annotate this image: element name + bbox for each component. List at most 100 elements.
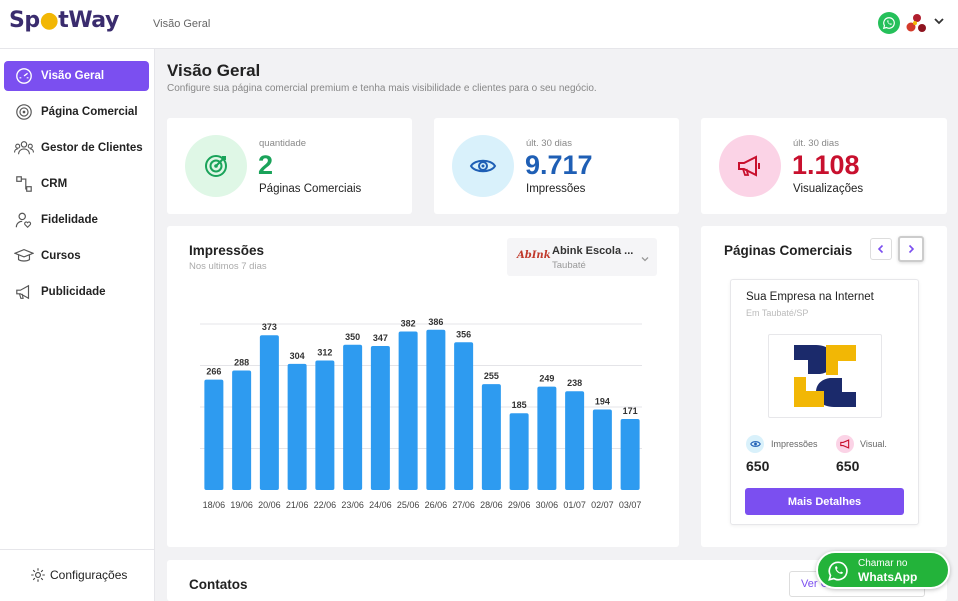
chart-bar[interactable] <box>287 363 307 490</box>
business-logo: AbInk <box>517 250 551 261</box>
business-name: Sua Empresa na Internet <box>746 291 874 303</box>
sidebar-item-cursos[interactable]: Cursos <box>4 241 149 271</box>
top-bar: Sp●tWay Visão Geral <box>0 0 958 49</box>
data-label: 382 <box>401 318 416 328</box>
whatsapp-icon[interactable] <box>878 12 900 34</box>
settings-link[interactable]: Configurações <box>30 567 127 583</box>
users-icon <box>14 138 34 158</box>
chart-bar[interactable] <box>509 413 529 490</box>
data-label: 255 <box>484 371 499 381</box>
eye-icon <box>452 135 514 197</box>
chart-bar[interactable] <box>232 370 252 490</box>
stat-caption: últ. 30 dias <box>526 138 572 149</box>
pages-panel-title: Páginas Comerciais <box>724 243 853 258</box>
sidebar-item-label: Gestor de Clientes <box>41 142 143 154</box>
megaphone-icon <box>14 282 34 302</box>
megaphone-icon <box>719 135 781 197</box>
gauge-icon <box>14 66 34 86</box>
chevron-down-icon[interactable] <box>933 14 945 32</box>
chart-bar[interactable] <box>398 331 418 490</box>
pages-panel: Páginas Comerciais Sua Empresa na Intern… <box>701 226 947 547</box>
chart-bar[interactable] <box>259 335 279 490</box>
whatsapp-float-button[interactable]: Chamar no WhatsApp <box>816 551 950 589</box>
select-value: Abink Escola ... <box>552 245 634 257</box>
sidebar-footer: Configurações <box>0 549 155 601</box>
chart-bar[interactable] <box>426 329 446 490</box>
stat-label: Páginas Comerciais <box>259 183 362 195</box>
business-city: Em Taubaté/SP <box>746 308 809 318</box>
more-details-button[interactable]: Mais Detalhes <box>745 488 904 515</box>
carousel-next-button[interactable] <box>898 236 924 262</box>
sidebar-item-visao-geral[interactable]: Visão Geral <box>4 61 149 91</box>
sidebar-item-label: Visão Geral <box>41 70 105 82</box>
settings-label: Configurações <box>50 568 128 582</box>
data-label: 312 <box>317 348 332 358</box>
whatsapp-line2: WhatsApp <box>858 570 918 584</box>
data-label: 350 <box>345 332 360 342</box>
x-tick-label: 02/07 <box>591 500 614 510</box>
data-label: 356 <box>456 329 471 339</box>
sidebar-item-pagina-comercial[interactable]: Página Comercial <box>4 97 149 127</box>
chart-bar[interactable] <box>565 391 585 490</box>
sidebar-item-publicidade[interactable]: Publicidade <box>4 277 149 307</box>
x-tick-label: 24/06 <box>369 500 392 510</box>
chart-bar[interactable] <box>343 344 363 490</box>
data-label: 185 <box>512 400 527 410</box>
whatsapp-line1: Chamar no <box>858 558 908 569</box>
data-label: 266 <box>206 367 221 377</box>
x-tick-label: 19/06 <box>230 500 253 510</box>
chart-bar[interactable] <box>315 360 335 490</box>
sidebar-item-label: Página Comercial <box>41 106 138 118</box>
impressions-subtitle: Nos ultimos 7 dias <box>189 261 267 272</box>
target-icon <box>185 135 247 197</box>
flow-icon <box>14 174 34 194</box>
impressions-title: Impressões <box>189 243 265 258</box>
megaphone-icon <box>836 435 854 453</box>
x-tick-label: 29/06 <box>508 500 531 510</box>
chart-bar[interactable] <box>370 345 390 490</box>
page-subtitle: Configure sua página comercial premium e… <box>167 83 597 94</box>
user-heart-icon <box>14 210 34 230</box>
chart-bar[interactable] <box>620 419 640 490</box>
data-label: 171 <box>623 406 638 416</box>
impressions-value: 650 <box>746 458 770 474</box>
x-tick-label: 01/07 <box>563 500 586 510</box>
stat-card-impressoes: últ. 30 dias 9.717 Impressões <box>434 118 679 214</box>
spotway-logo[interactable]: Sp●tWay <box>9 8 119 33</box>
sidebar-item-fidelidade[interactable]: Fidelidade <box>4 205 149 235</box>
x-tick-label: 30/06 <box>536 500 559 510</box>
contacts-title: Contatos <box>189 577 248 592</box>
sidebar-item-crm[interactable]: CRM <box>4 169 149 199</box>
sidebar: Visão Geral Página Comercial Gestor de C… <box>0 49 155 601</box>
views-value: 650 <box>836 458 860 474</box>
chart-bar[interactable] <box>481 384 501 490</box>
sidebar-item-label: Publicidade <box>41 286 106 298</box>
stat-caption: quantidade <box>259 138 307 149</box>
x-tick-label: 21/06 <box>286 500 309 510</box>
sidebar-item-label: Fidelidade <box>41 214 98 226</box>
eye-icon <box>746 435 764 453</box>
target-icon <box>14 102 34 122</box>
sidebar-item-label: CRM <box>41 178 68 190</box>
chart-bar[interactable] <box>454 342 474 490</box>
sidebar-item-gestor-de-clientes[interactable]: Gestor de Clientes <box>4 133 149 163</box>
views-label: Visual. <box>860 439 887 449</box>
sidebar-item-label: Cursos <box>41 250 81 262</box>
business-select[interactable]: AbInk Abink Escola ... Taubaté <box>507 238 657 276</box>
chevron-left-icon <box>877 244 884 254</box>
data-label: 194 <box>595 396 610 406</box>
stat-value: 2 <box>258 150 274 180</box>
whatsapp-icon <box>827 560 849 587</box>
data-label: 373 <box>262 322 277 332</box>
user-avatar[interactable] <box>905 12 929 36</box>
x-tick-label: 03/07 <box>619 500 642 510</box>
chart-bar[interactable] <box>592 409 612 490</box>
page-title: Visão Geral <box>167 61 261 80</box>
stat-card-visualizacoes: últ. 30 dias 1.108 Visualizações <box>701 118 947 214</box>
x-tick-label: 28/06 <box>480 500 503 510</box>
chart-bar[interactable] <box>204 379 224 490</box>
stat-label: Visualizações <box>793 183 864 195</box>
chart-bar[interactable] <box>537 386 557 490</box>
chevron-right-icon <box>908 244 915 254</box>
carousel-prev-button[interactable] <box>870 238 892 260</box>
